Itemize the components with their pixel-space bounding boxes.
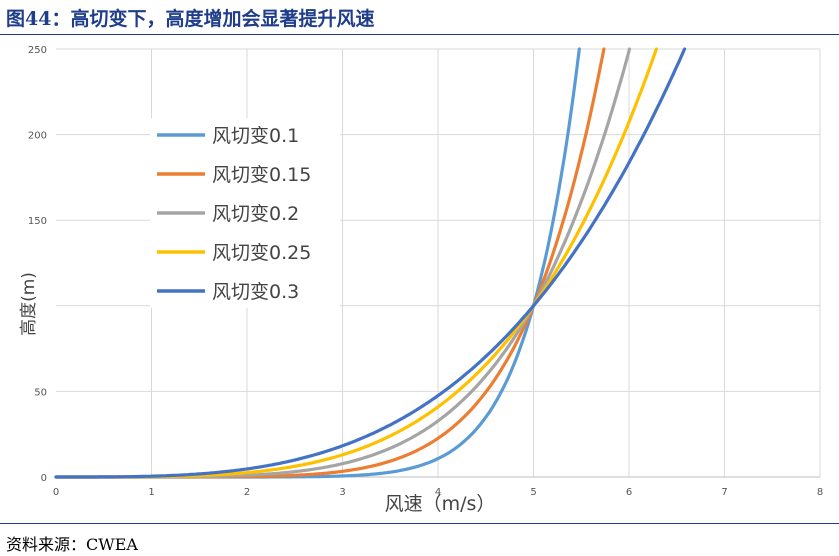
legend-label: 风切变0.2 <box>212 203 299 225</box>
x-tick-label: 1 <box>148 487 154 498</box>
y-tick-label: 250 <box>28 45 47 56</box>
x-tick-label: 3 <box>339 487 345 498</box>
x-tick-label: 5 <box>530 487 536 498</box>
chart-legend: 风切变0.1 风切变0.15 风切变0.2 风切变0.25 风切变0.3 <box>150 118 340 308</box>
legend-label: 风切变0.15 <box>212 164 311 186</box>
x-tick-label: 7 <box>721 487 727 498</box>
x-axis-label: 风速（m/s） <box>385 493 496 515</box>
y-axis-label: 高度(m) <box>19 272 39 336</box>
y-tick-label: 200 <box>28 131 47 142</box>
title-rule <box>0 34 839 35</box>
source-note: 资料来源：CWEA <box>6 535 138 554</box>
x-tick-label: 6 <box>626 487 632 498</box>
legend-label: 风切变0.25 <box>212 242 311 264</box>
y-tick-label: 50 <box>34 387 47 398</box>
legend-label: 风切变0.3 <box>212 281 299 303</box>
series-line <box>54 47 687 479</box>
figure-title: 图44：高切变下，高度增加会显著提升风速 <box>6 8 375 30</box>
x-tick-label: 0 <box>53 487 59 498</box>
y-tick-label: 150 <box>28 216 47 227</box>
chart-series <box>54 47 687 479</box>
x-tick-label: 8 <box>817 487 823 498</box>
source-rule <box>0 523 839 524</box>
x-tick-label: 2 <box>244 487 250 498</box>
legend-label: 风切变0.1 <box>212 125 299 147</box>
y-tick-label: 0 <box>41 473 47 484</box>
x-tick-label: 4 <box>435 487 441 498</box>
